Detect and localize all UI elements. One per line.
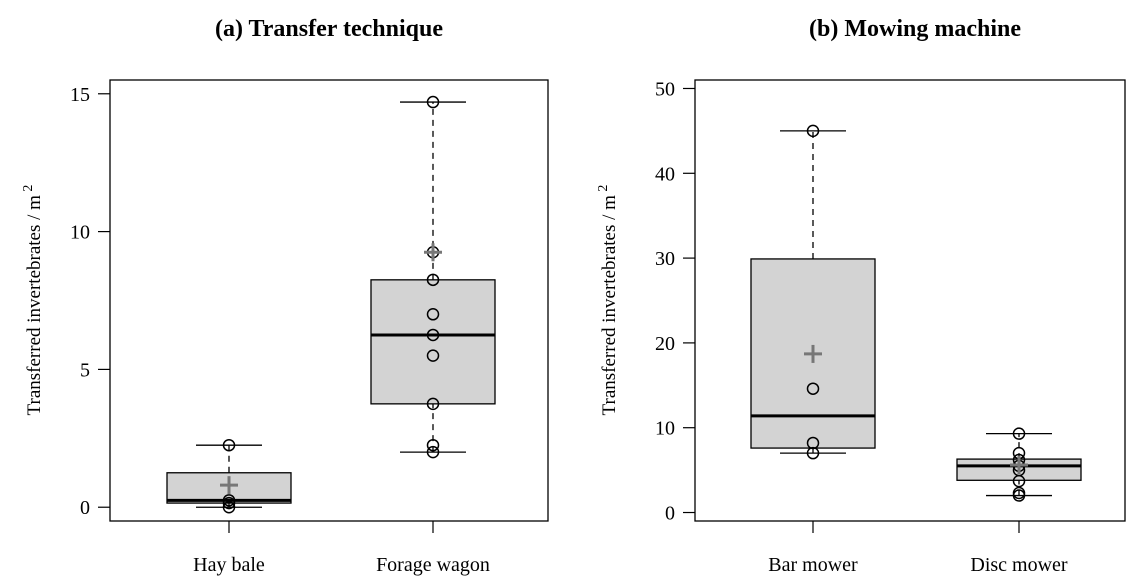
x-category-label: Disc mower	[970, 554, 1068, 576]
data-point	[1012, 486, 1026, 500]
box-forage-wagon	[370, 95, 496, 459]
panel-transfer-technique: (a) Transfer technique 0 5 10 15 Transferred…	[21, 16, 549, 576]
y-tick-label: 5	[80, 359, 90, 381]
data-point	[806, 436, 820, 450]
plot-frame	[694, 79, 1126, 522]
panel-title: (a) Transfer technique	[215, 16, 443, 42]
data-point	[426, 273, 440, 287]
data-point	[426, 445, 440, 459]
panel-title: (b) Mowing machine	[809, 16, 1021, 42]
y-tick-label: 40	[655, 163, 675, 185]
plot-frame	[109, 79, 549, 522]
panel-mowing-machine: (b) Mowing machine 0 10 20 30 40 50 Transferre…	[596, 16, 1126, 576]
y-tick-label: 10	[70, 222, 90, 244]
data-point	[222, 494, 236, 507]
box-disc-mower	[956, 427, 1082, 502]
y-tick-label: 0	[80, 497, 90, 519]
y-tick-label: 0	[665, 503, 675, 525]
data-point	[806, 124, 820, 138]
box-hay-bale	[166, 438, 292, 514]
y-axis-label: Transferred invertebrates / m 2	[21, 185, 45, 416]
y-tick-label: 50	[655, 78, 675, 100]
data-point	[1012, 427, 1026, 440]
y-tick-label: 15	[70, 84, 90, 106]
data-point	[426, 308, 440, 321]
data-point	[426, 95, 440, 109]
y-tick-label: 10	[655, 418, 675, 440]
iqr-box	[370, 279, 496, 405]
data-point	[426, 349, 440, 362]
box-bar-mower	[750, 124, 876, 460]
y-axis-label: Transferred invertebrates / m 2	[596, 185, 620, 416]
y-tick-label: 20	[655, 333, 675, 355]
x-category-label: Bar mower	[768, 554, 858, 576]
data-point	[806, 446, 820, 460]
y-tick-label: 30	[655, 248, 675, 270]
x-category-label: Forage wagon	[376, 554, 490, 576]
data-point	[806, 382, 820, 395]
data-point	[222, 438, 236, 452]
x-category-label: Hay bale	[193, 554, 265, 576]
data-point	[426, 438, 440, 452]
data-point	[222, 500, 236, 514]
data-point	[426, 328, 440, 342]
data-point	[426, 397, 440, 411]
